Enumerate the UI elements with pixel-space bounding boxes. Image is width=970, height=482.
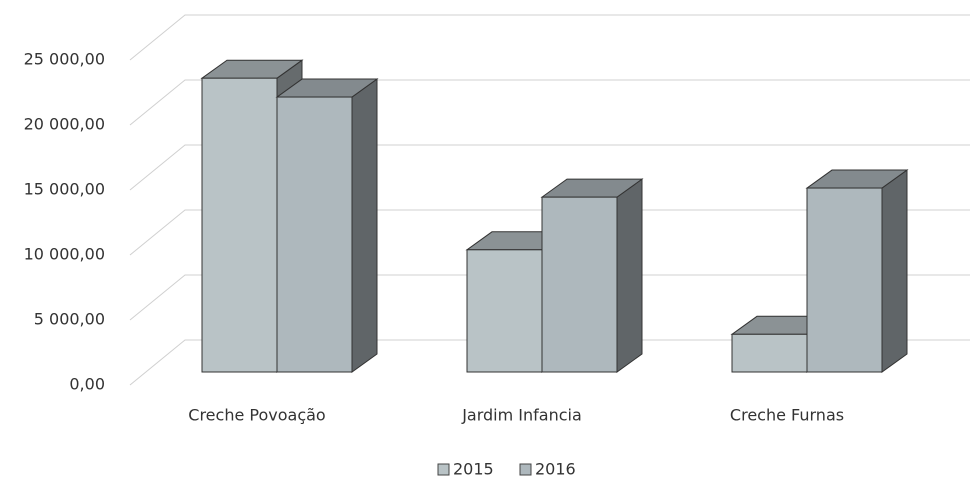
y-tick-label: 0,00 (69, 375, 105, 394)
bar-side (351, 78, 378, 373)
bar (805, 169, 909, 373)
legend-label: 2016 (535, 460, 576, 479)
legend-label: 2015 (453, 460, 494, 479)
bar-front (731, 333, 808, 373)
y-tick-label: 10 000,00 (24, 245, 105, 264)
bar-front (201, 77, 278, 373)
x-tick-label: Jardim Infancia (461, 406, 582, 425)
grid-line (129, 209, 970, 256)
bar (540, 178, 644, 373)
legend-swatch (437, 463, 450, 476)
bar-front (466, 249, 543, 373)
y-tick-label: 25 000,00 (24, 50, 105, 69)
legend-swatch (519, 463, 532, 476)
y-tick-label: 5 000,00 (34, 310, 105, 329)
grid-line (129, 274, 970, 321)
grid-line (129, 79, 970, 126)
bar-front (541, 196, 618, 373)
grid-line (129, 144, 970, 191)
grid-line (129, 339, 970, 386)
bar (275, 78, 379, 373)
x-tick-label: Creche Povoação (188, 406, 325, 425)
grid-line (129, 14, 970, 61)
y-tick-label: 20 000,00 (24, 115, 105, 134)
y-tick-label: 15 000,00 (24, 180, 105, 199)
bar-side (881, 169, 908, 373)
x-tick-label: Creche Furnas (730, 406, 844, 425)
bar-side (616, 178, 643, 373)
bar-front (806, 187, 883, 373)
bar-front (276, 96, 353, 373)
